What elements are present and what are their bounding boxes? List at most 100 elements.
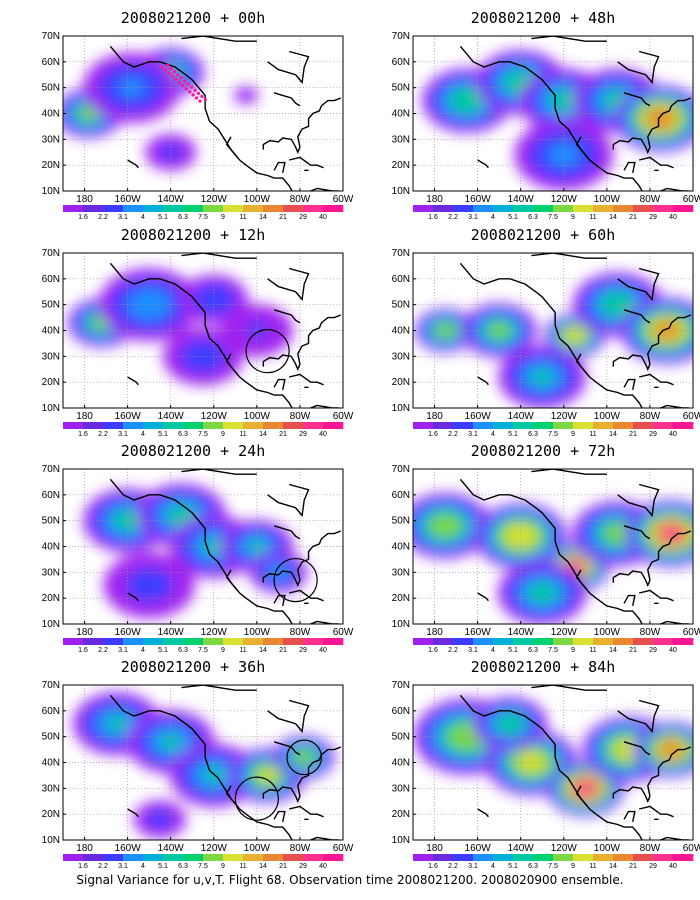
- colorbar-label: 4: [141, 431, 145, 438]
- coastline: [623, 810, 636, 823]
- colorbar-swatch: [243, 638, 264, 645]
- colorbar-label: 7.5: [548, 647, 558, 654]
- y-tick-label: 10N: [42, 403, 60, 414]
- variance-contour: [434, 322, 457, 339]
- map-panel: 2008021200 + 24h 180 160W 140W 120W 100W 80W 60…: [28, 438, 358, 654]
- colorbar-swatch: [223, 638, 244, 645]
- y-tick-label: 30N: [392, 567, 410, 578]
- variance-contour: [548, 89, 580, 112]
- variance-contour: [265, 563, 291, 582]
- colorbar-label: 21: [629, 214, 637, 221]
- variance-contour: [257, 768, 278, 783]
- colorbar-swatch: [103, 638, 124, 645]
- coastline: [623, 594, 636, 607]
- colorbar-swatch: [283, 854, 304, 861]
- x-tick-label: 80W: [640, 627, 661, 638]
- x-tick-label: 180: [426, 411, 443, 422]
- colorbar-label: 7.5: [198, 647, 208, 654]
- target-circle: [234, 776, 279, 821]
- colorbar-swatch: [203, 205, 224, 212]
- colorbar-label: 1.6: [78, 431, 88, 438]
- coastline: [459, 478, 643, 624]
- colorbar-label: 21: [279, 863, 287, 870]
- colorbar-swatch: [223, 422, 244, 429]
- y-tick-label: 10N: [42, 186, 60, 197]
- colorbar-swatch: [513, 854, 534, 861]
- colorbar-label: 2.2: [98, 214, 108, 221]
- colorbar-label: 3.1: [468, 214, 478, 221]
- coastline: [531, 685, 607, 691]
- colorbar-label: 11: [239, 647, 246, 654]
- colorbar-label: 2.2: [448, 863, 458, 870]
- colorbar-label: 6.3: [528, 214, 538, 221]
- y-tick-label: 10N: [392, 619, 410, 630]
- coastline: [575, 569, 588, 591]
- x-tick-label: 100W: [594, 194, 621, 205]
- colorbar-swatch: [283, 422, 304, 429]
- y-tick-label: 40N: [42, 326, 60, 337]
- colorbar-swatch: [673, 205, 694, 212]
- colorbar-label: 11: [239, 431, 246, 438]
- y-tick-label: 60N: [42, 274, 60, 285]
- colorbar-swatch: [553, 205, 574, 212]
- coastline: [531, 469, 607, 475]
- y-tick-label: 50N: [392, 83, 410, 94]
- colorbar-label: 21: [629, 431, 637, 438]
- colorbar-swatch: [513, 422, 534, 429]
- colorbar-label: 14: [259, 863, 267, 870]
- variance-contour: [604, 523, 631, 544]
- colorbar-label: 6.3: [528, 863, 538, 870]
- colorbar-swatch: [203, 854, 224, 861]
- colorbar-swatch: [573, 854, 594, 861]
- variance-contour: [448, 87, 486, 115]
- colorbar-swatch: [613, 422, 634, 429]
- colorbar-swatch: [433, 638, 454, 645]
- x-tick-label: 100W: [594, 843, 621, 854]
- x-tick-label: 80W: [290, 411, 311, 422]
- colorbar-label: 40: [669, 863, 677, 870]
- y-tick-label: 50N: [42, 300, 60, 311]
- coastline: [273, 92, 301, 107]
- variance-contour: [245, 322, 269, 339]
- flight-track-dot: [163, 68, 168, 72]
- x-tick-label: 60W: [333, 194, 354, 205]
- coastline: [638, 156, 674, 169]
- variance-contour: [247, 539, 267, 554]
- map-panel: 2008021200 + 72h 180 160W 140W 120W 100W 80W 60…: [378, 438, 700, 654]
- x-tick-label: 140W: [508, 194, 535, 205]
- colorbar-swatch: [613, 638, 634, 645]
- colorbar-swatch: [263, 854, 284, 861]
- colorbar-swatch: [243, 205, 264, 212]
- x-tick-label: 60W: [683, 627, 700, 638]
- coastline: [267, 483, 310, 518]
- coastline: [273, 309, 301, 324]
- colorbar-label: 21: [629, 863, 637, 870]
- colorbar-label: 3.1: [468, 863, 478, 870]
- colorbar-label: 2.2: [98, 863, 108, 870]
- colorbar-label: 1.6: [428, 863, 438, 870]
- colorbar-swatch: [633, 854, 654, 861]
- x-tick-label: 100W: [244, 194, 271, 205]
- coastline: [181, 36, 257, 42]
- colorbar-label: 1.6: [78, 863, 88, 870]
- x-tick-label: 100W: [244, 411, 271, 422]
- colorbar-label: 11: [589, 647, 596, 654]
- flight-track-dot: [172, 70, 176, 74]
- colorbar-label: 5.1: [158, 431, 168, 438]
- coastline: [623, 161, 636, 174]
- x-tick-label: 160W: [115, 194, 142, 205]
- colorbar-label: 14: [609, 863, 617, 870]
- y-tick-label: 20N: [392, 593, 410, 604]
- colorbar-label: 40: [319, 431, 327, 438]
- coastline: [623, 525, 651, 540]
- target-circle: [245, 329, 290, 374]
- coastline: [273, 525, 301, 540]
- colorbar-label: 5.1: [158, 647, 168, 654]
- colorbar-label: 5.1: [158, 214, 168, 221]
- colorbar-swatch: [303, 638, 324, 645]
- colorbar-swatch: [163, 854, 184, 861]
- y-tick-label: 60N: [392, 706, 410, 717]
- x-tick-label: 120W: [551, 411, 578, 422]
- colorbar-label: 11: [589, 863, 596, 870]
- coastline: [273, 378, 286, 391]
